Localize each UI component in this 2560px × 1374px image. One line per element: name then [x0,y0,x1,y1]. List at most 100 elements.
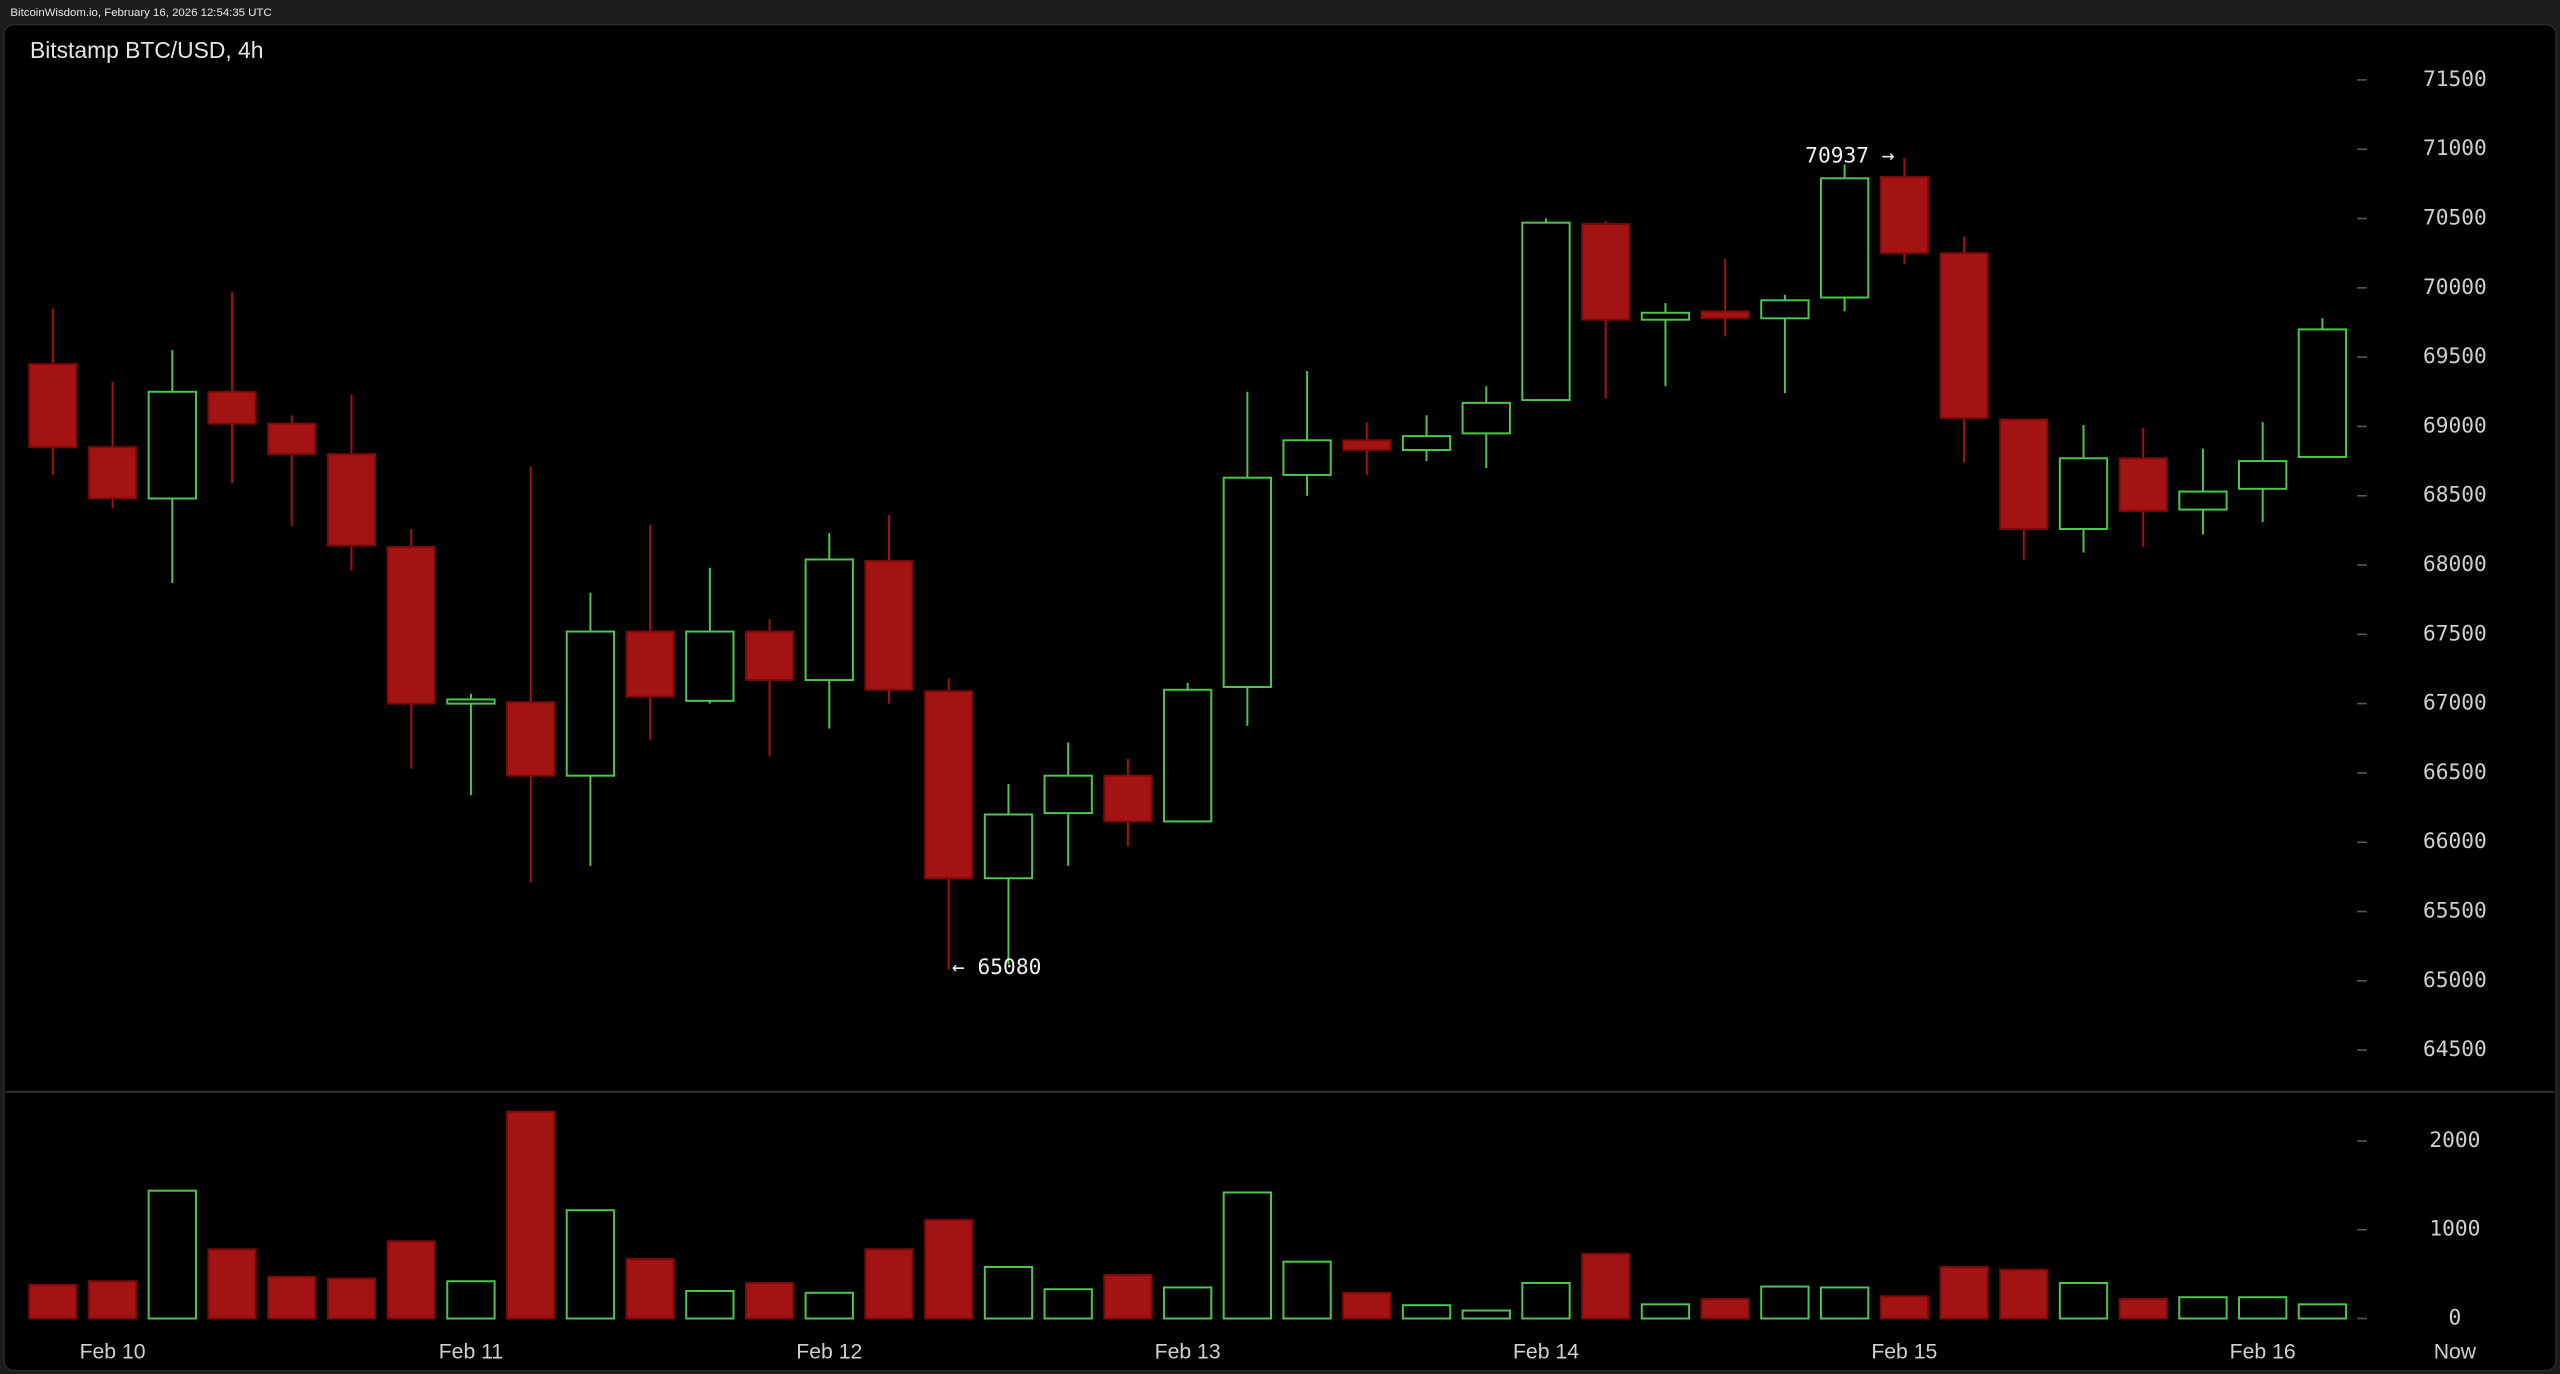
candle-body [1939,252,1989,420]
volume-bar [1222,1191,1273,1320]
volume-bar [386,1240,436,1320]
y-tick-label: 69500 [2423,344,2487,369]
volume-bar [1819,1286,1870,1320]
annotation: 70937 → [1805,143,1895,168]
candle-body [1342,439,1392,451]
x-tick-label: Feb 10 [80,1340,146,1363]
volume-bar [1640,1303,1691,1320]
volume-bar [1879,1295,1929,1320]
candle-body [28,363,78,449]
x-tick-label: Feb 11 [439,1340,503,1363]
volume-bar [506,1110,556,1320]
volume-bar [1521,1282,1571,1320]
y-tick-label: 68000 [2423,552,2487,577]
volume-tick-label: 1000 [2429,1217,2480,1242]
candle-body [1879,175,1929,255]
volume-bar [267,1275,317,1320]
candle-body [625,630,675,698]
volume-bar [1342,1291,1392,1320]
y-tick-label: 65500 [2423,899,2487,924]
y-tick-label: 66500 [2423,760,2487,785]
candle-body [147,390,197,500]
volume-bar [1043,1288,1093,1320]
volume-bar [744,1282,795,1320]
volume-bar [1162,1286,1213,1320]
candle-body [1401,435,1452,451]
x-tick-label: Feb 15 [1871,1340,1937,1363]
y-tick-label: 66000 [2423,829,2487,854]
candle-body [1222,476,1273,688]
y-tick-label: 70000 [2423,275,2487,300]
volume-bar [2058,1282,2109,1320]
candle-body [1461,401,1511,435]
volume-bar [1999,1268,2049,1320]
volume-bar [864,1248,914,1320]
candle-body [1103,774,1153,823]
y-tick-label: 70500 [2423,206,2487,231]
y-tick-label: 69000 [2423,413,2487,438]
x-tick-label: Feb 14 [1513,1340,1579,1363]
volume-bar [1939,1266,1989,1320]
candle-body [685,630,735,702]
volume-bar [685,1290,735,1320]
y-tick-label: 67500 [2423,621,2487,646]
candle-body [1521,221,1571,402]
volume-tick-label: 2000 [2429,1128,2480,1153]
header-text: BitcoinWisdom.io, February 16, 2026 12:5… [10,7,271,19]
x-tick-label: Feb 13 [1155,1340,1221,1363]
volume-bar [446,1280,496,1320]
candle-body [1282,439,1332,476]
candle-body [2118,457,2168,512]
y-tick-label: 67000 [2423,691,2487,716]
candle-body [924,690,974,880]
annotation: ← 65080 [952,955,1041,980]
candle-body [2297,328,2348,458]
candle-body [1760,299,1810,320]
volume-tick-label: 0 [2449,1306,2462,1331]
volume-bar [326,1277,377,1320]
candle-body [267,422,317,456]
y-tick-label: 64500 [2423,1037,2487,1062]
candle-body [864,559,914,691]
volume-bar [1282,1260,1332,1320]
candle-body [2178,490,2228,511]
candle-body [744,630,795,682]
candle-body [2058,457,2109,530]
volume-bar [2178,1296,2228,1320]
volume-bar [207,1248,257,1320]
candle-body [1581,223,1631,321]
volume-bar [804,1291,854,1320]
x-tick-label: Feb 16 [2230,1340,2296,1363]
candle-body [1819,177,1870,299]
candle-body [87,446,138,500]
candle-body [386,546,436,705]
candle-body [1162,688,1213,823]
volume-bar [28,1283,78,1320]
y-tick-label: 65000 [2423,968,2487,993]
chart-panel [3,23,2557,1372]
volume-bar [147,1189,197,1320]
volume-bar [2118,1298,2168,1320]
top-bar [0,0,2560,25]
volume-bar [1581,1252,1631,1320]
candle-body [1700,310,1750,320]
volume-bar [983,1266,1034,1320]
volume-bar [2297,1303,2348,1320]
candle-body [506,701,556,777]
volume-bar [1401,1304,1452,1320]
now-label: Now [2434,1340,2477,1363]
candle-body [207,390,257,425]
y-tick-label: 71000 [2423,136,2487,161]
candle-body [804,558,854,682]
volume-bar [1700,1298,1750,1320]
volume-bar [924,1219,974,1320]
volume-bar [87,1280,138,1320]
candle-body [326,453,377,547]
candle-body [2238,460,2288,490]
candle-body [446,698,496,705]
chart-title: Bitstamp BTC/USD, 4h [30,37,263,63]
volume-bar [625,1258,675,1320]
y-tick-label: 71500 [2423,67,2487,92]
candle-body [983,813,1034,880]
